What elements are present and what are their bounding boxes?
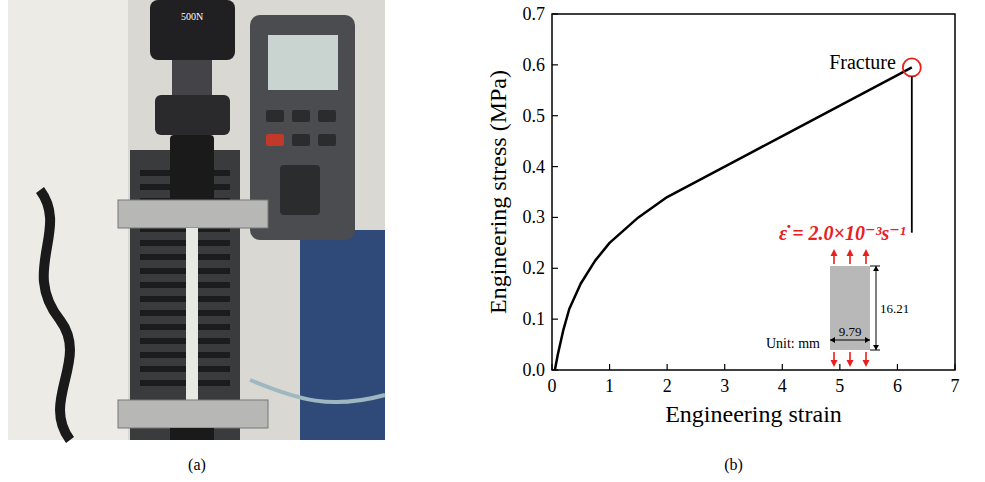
load-arrow-head xyxy=(831,360,838,367)
x-tick xyxy=(782,364,783,370)
load-arrow-head xyxy=(863,360,870,367)
photo-background xyxy=(8,0,385,440)
x-tick xyxy=(551,364,552,370)
leader-line xyxy=(911,76,913,232)
column-slot xyxy=(140,380,230,386)
y-tick-label: 0.2 xyxy=(523,258,546,278)
height-dimension-end xyxy=(870,266,880,267)
y-tick-label: 0.5 xyxy=(523,106,546,126)
controller-button xyxy=(266,134,284,146)
controller-jog xyxy=(280,165,320,215)
y-tick xyxy=(552,166,558,167)
unit-label: Unit: mm xyxy=(766,336,820,351)
width-dimension xyxy=(830,340,870,341)
column-slot xyxy=(140,240,230,246)
y-tick xyxy=(552,268,558,269)
cable xyxy=(40,190,70,440)
x-tick-label: 3 xyxy=(720,376,729,396)
y-tick-label: 0.1 xyxy=(523,309,546,329)
fracture-label: Fracture xyxy=(829,51,896,73)
load-cell-label: 500N xyxy=(181,11,203,22)
x-axis-title: Engineering strain xyxy=(665,401,842,427)
y-tick xyxy=(552,217,558,218)
column-slot xyxy=(140,324,230,330)
upper-grip xyxy=(170,135,214,205)
x-tick xyxy=(839,364,840,370)
load-arrow-head xyxy=(847,360,854,367)
controller-button xyxy=(266,110,284,122)
column-slot xyxy=(140,282,230,288)
grip-head xyxy=(155,95,230,135)
load-arrow-head xyxy=(863,249,870,256)
tube xyxy=(250,380,385,402)
column-slot xyxy=(140,254,230,260)
x-tick xyxy=(954,364,955,370)
height-label: 16.21 xyxy=(880,301,909,316)
axes: 0 1 2 3 4 5 6 7 0.0 0.1 0.2 0.3 0.4 0.5 0.6 0.7 xyxy=(523,4,960,396)
specimen-photo xyxy=(186,228,198,400)
wall xyxy=(8,0,128,440)
column-slot xyxy=(140,296,230,302)
y-tick-label: 0.4 xyxy=(523,157,546,177)
x-tick-label: 0 xyxy=(548,376,557,396)
y-tick xyxy=(552,115,558,116)
x-tick xyxy=(724,364,725,370)
column-slot xyxy=(140,268,230,274)
controller-button xyxy=(318,110,336,122)
x-tick xyxy=(609,364,610,370)
panel-label: (a) xyxy=(188,456,206,474)
y-tick-label: 0.7 xyxy=(523,4,546,24)
y-tick-label: 0.3 xyxy=(523,207,546,227)
x-tick-label: 2 xyxy=(663,376,672,396)
column-slot xyxy=(140,352,230,358)
upper-plate xyxy=(118,200,268,228)
controller-button xyxy=(292,134,310,146)
y-axis-title: Engineering stress (MPa) xyxy=(485,70,511,314)
specimen xyxy=(830,266,870,350)
controller-screen xyxy=(268,35,338,90)
height-dimension-end xyxy=(870,350,880,351)
stress-strain-curve xyxy=(555,67,912,370)
y-tick xyxy=(552,319,558,320)
y-tick-label: 0.0 xyxy=(523,360,546,380)
lower-grip xyxy=(170,428,214,440)
width-label: 9.79 xyxy=(839,324,862,339)
specimen-inset: 9.79 16.21 Unit: mm xyxy=(766,249,909,367)
photo-panel: 500N xyxy=(8,0,385,440)
column-slot xyxy=(140,310,230,316)
y-tick-label: 0.6 xyxy=(523,55,546,75)
load-arrow-head xyxy=(831,249,838,256)
plot-frame xyxy=(552,14,955,370)
load-cell-neck xyxy=(172,60,212,95)
x-tick-label: 6 xyxy=(893,376,902,396)
x-tick xyxy=(897,364,898,370)
height-dimension xyxy=(876,266,877,350)
column-slot xyxy=(140,338,230,344)
y-tick xyxy=(552,13,558,14)
x-tick xyxy=(667,364,668,370)
data-group xyxy=(555,67,912,370)
column-slot xyxy=(140,366,230,372)
height-dimension-heads xyxy=(873,266,879,350)
x-tick-label: 5 xyxy=(835,376,844,396)
controller-button xyxy=(318,134,336,146)
load-cell xyxy=(150,0,235,60)
x-tick-label: 4 xyxy=(778,376,787,396)
strain-rate-label: ε̇ = 2.0×10⁻³s⁻¹ xyxy=(779,222,906,244)
figure: 500N (a) 0 1 2 3 4 5 6 7 0.0 0.1 0.2 0.3 0.4 0.5 0.6 0.7 E… xyxy=(0,0,985,482)
lower-plate xyxy=(118,400,268,428)
x-tick-label: 7 xyxy=(951,376,960,396)
y-tick xyxy=(552,64,558,65)
controller-button xyxy=(292,110,310,122)
fracture-marker xyxy=(903,58,921,76)
blue-box xyxy=(300,230,385,440)
panel-label: (b) xyxy=(724,456,743,474)
x-tick-label: 1 xyxy=(605,376,614,396)
load-arrow-head xyxy=(847,249,854,256)
